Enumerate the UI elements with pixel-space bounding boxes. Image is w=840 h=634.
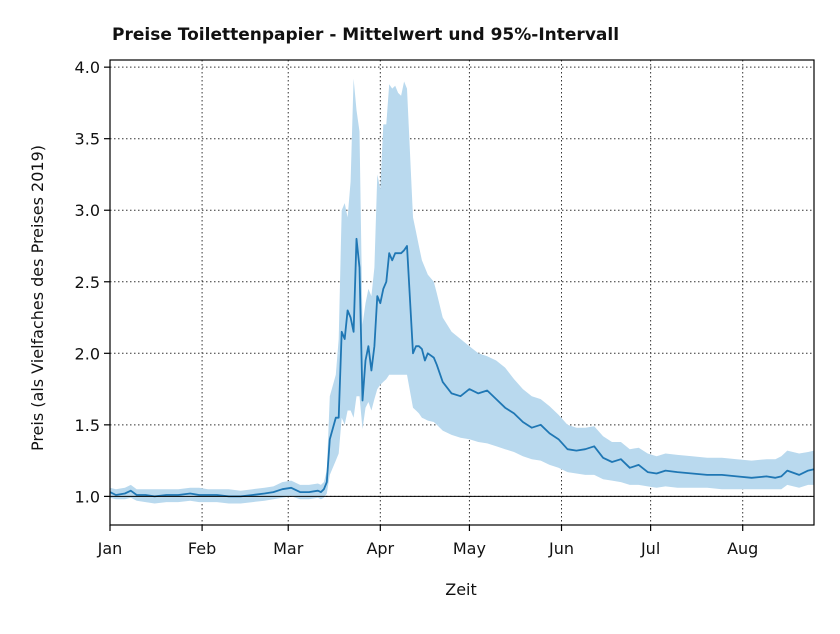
x-tick-label: Mar (273, 539, 304, 558)
x-tick-label: May (453, 539, 486, 558)
chart-title: Preise Toilettenpapier - Mittelwert und … (112, 25, 619, 45)
y-tick-label: 1.0 (75, 487, 100, 506)
x-tick-label: Jan (97, 539, 123, 558)
y-tick-label: 4.0 (75, 58, 100, 77)
x-tick-label: Jun (548, 539, 574, 558)
x-tick-label: Jul (640, 539, 660, 558)
y-tick-label: 2.0 (75, 344, 100, 363)
confidence-band (110, 78, 814, 504)
series-layer (109, 78, 815, 504)
x-axis-label: Zeit (445, 580, 477, 599)
x-tick-label: Aug (727, 539, 758, 558)
y-tick-label: 3.0 (75, 201, 100, 220)
mean-line (109, 237, 815, 498)
y-axis-label: Preis (als Vielfaches des Preises 2019) (28, 145, 47, 451)
axes: Jan Feb Mar Apr May Jun Jul Aug 1.0 1.5 2.0 2.5 3.0 3… (75, 58, 815, 558)
x-tick-label: Apr (366, 539, 394, 558)
plot-frame (109, 59, 815, 526)
grid (109, 60, 814, 525)
y-tick-label: 2.5 (75, 273, 100, 292)
y-tick-label: 1.5 (75, 416, 100, 435)
x-tick-label: Feb (188, 539, 216, 558)
y-tick-label: 3.5 (75, 130, 100, 149)
